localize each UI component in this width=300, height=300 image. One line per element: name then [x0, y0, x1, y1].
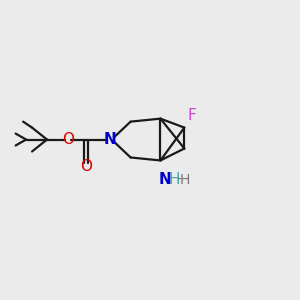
Text: H: H [180, 173, 190, 187]
Text: O: O [80, 159, 92, 174]
Text: F: F [188, 108, 196, 123]
Text: H: H [168, 172, 180, 188]
Text: N: N [159, 172, 171, 188]
Text: O: O [62, 132, 74, 147]
Text: N: N [103, 132, 116, 147]
Text: -: - [177, 173, 182, 187]
